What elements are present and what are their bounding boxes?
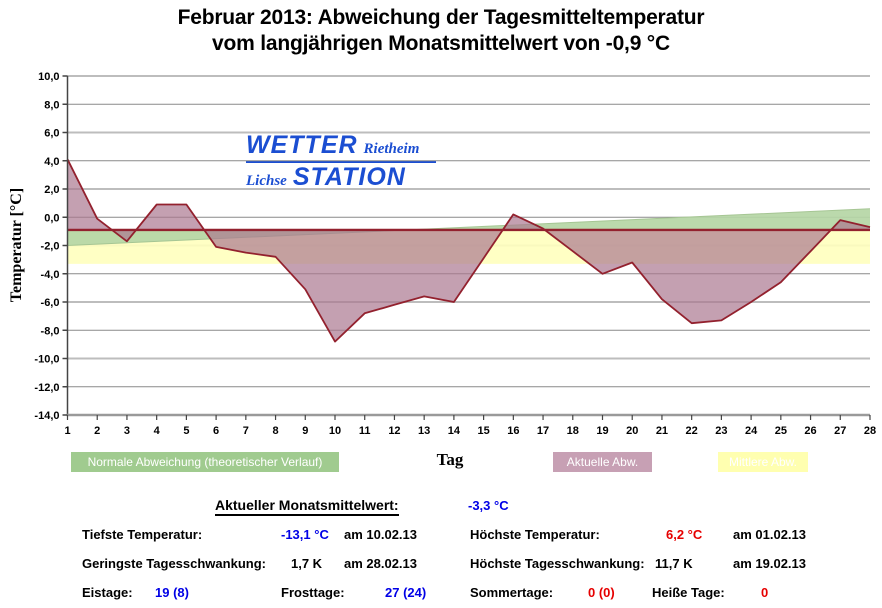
monthly-mean-label: Aktueller Monatsmittelwert: — [215, 497, 399, 516]
x-tick-label: 21 — [656, 425, 668, 437]
lowest-temp-label: Tiefste Temperatur: — [82, 527, 203, 542]
x-tick-label: 27 — [834, 425, 846, 437]
legend-mean: Mittlere Abw. — [718, 452, 808, 472]
x-tick-label: 4 — [154, 425, 161, 437]
x-tick-label: 19 — [596, 425, 608, 437]
legend-normal-label: Normale Abweichung (theoretischer Verlau… — [87, 455, 323, 469]
legend-actual: Aktuelle Abw. — [553, 452, 652, 472]
max-range-label: Höchste Tagesschwankung: — [470, 556, 645, 571]
x-tick-label: 16 — [507, 425, 519, 437]
x-tick-label: 14 — [448, 425, 461, 437]
plot-area: 10,0 8,0 6,0 4,0 2,0 0,0 -2,0 -4,0 -6,0 -8,0 -10,0… — [34, 71, 876, 437]
logo-row-bottom: Lichse STATION — [246, 163, 436, 192]
y-tick-label: -4,0 — [41, 269, 60, 281]
logo-wetter-text: WETTER — [246, 131, 358, 159]
x-tick-label: 20 — [626, 425, 638, 437]
highest-temp-date: am 01.02.13 — [733, 527, 807, 542]
station-logo: WETTER Rietheim Lichse STATION — [246, 131, 436, 192]
y-tick-label: -8,0 — [41, 325, 60, 337]
legend-normal: Normale Abweichung (theoretischer Verlau… — [71, 452, 339, 472]
y-tick-label: 2,0 — [44, 184, 59, 196]
min-range-date: am 28.02.13 — [344, 556, 418, 571]
hot-days-label: Heiße Tage: — [652, 585, 725, 600]
page-title-line1: Februar 2013: Abweichung der Tagesmittel… — [177, 6, 705, 29]
frost-days-value: 27 (24) — [385, 585, 427, 600]
ice-days-label: Eistage: — [82, 585, 133, 600]
x-tick-label: 17 — [537, 425, 549, 437]
x-axis-title: Tag — [436, 450, 464, 469]
min-range-value: 1,7 K — [291, 556, 323, 571]
x-tick-label: 24 — [745, 425, 758, 437]
x-tick-label: 5 — [183, 425, 189, 437]
legend-mean-label: Mittlere Abw. — [728, 455, 798, 469]
x-tick-label: 7 — [243, 425, 249, 437]
x-tick-label: 6 — [213, 425, 219, 437]
x-tick-label: 13 — [418, 425, 430, 437]
page-title-line2: vom langjährigen Monatsmittelwert von -0… — [212, 32, 670, 55]
x-tick-label: 10 — [329, 425, 341, 437]
ice-days-value: 19 (8) — [155, 585, 189, 600]
x-tick-label: 22 — [686, 425, 698, 437]
y-tick-label: 10,0 — [38, 71, 59, 83]
y-tick-label: -12,0 — [34, 382, 59, 394]
x-tick-label: 8 — [272, 425, 278, 437]
logo-station-text: STATION — [292, 163, 406, 191]
logo-lichse-text: Lichse — [246, 173, 287, 189]
x-tick-label: 9 — [302, 425, 308, 437]
y-tick-label: 6,0 — [44, 128, 59, 140]
highest-temp-value: 6,2 °C — [666, 527, 703, 542]
x-tick-label: 11 — [359, 425, 371, 437]
max-range-value: 11,7 K — [655, 556, 693, 571]
x-tick-label: 2 — [94, 425, 100, 437]
frost-days-label: Frosttage: — [281, 585, 345, 600]
y-tick-label: -10,0 — [34, 354, 59, 366]
y-tick-label: -14,0 — [34, 410, 59, 422]
x-tick-label: 18 — [567, 425, 579, 437]
logo-row-top: WETTER Rietheim — [246, 131, 436, 163]
summer-days-value: 0 (0) — [588, 585, 615, 600]
legend-actual-label: Aktuelle Abw. — [566, 455, 639, 469]
x-tick-label: 3 — [124, 425, 130, 437]
logo-rietheim-text: Rietheim — [363, 141, 420, 157]
x-tick-label: 15 — [477, 425, 489, 437]
x-tick-label: 12 — [388, 425, 400, 437]
lowest-temp-date: am 10.02.13 — [344, 527, 418, 542]
max-range-date: am 19.02.13 — [733, 556, 807, 571]
page-title: Februar 2013: Abweichung der Tagesmittel… — [0, 5, 882, 57]
monthly-mean-value: -3,3 °C — [468, 498, 509, 513]
min-range-label: Geringste Tagesschwankung: — [82, 556, 266, 571]
x-tick-label: 26 — [804, 425, 816, 437]
actual-curve — [66, 158, 871, 343]
summer-days-label: Sommertage: — [470, 585, 554, 600]
x-tick-label: 25 — [775, 425, 787, 437]
x-tick-label: 1 — [64, 425, 70, 437]
y-tick-label: 4,0 — [44, 156, 59, 168]
x-tick-label: 28 — [864, 425, 876, 437]
x-tick-label: 23 — [715, 425, 727, 437]
y-tick-label: -2,0 — [41, 241, 60, 253]
lowest-temp-value: -13,1 °C — [281, 527, 329, 542]
y-tick-label: -6,0 — [41, 297, 60, 309]
y-tick-label: 8,0 — [44, 99, 59, 111]
hot-days-value: 0 — [761, 585, 769, 600]
actual-area — [67, 159, 870, 342]
highest-temp-label: Höchste Temperatur: — [470, 527, 600, 542]
normal-band-edge — [67, 208, 871, 246]
y-tick-label: 0,0 — [44, 212, 59, 224]
